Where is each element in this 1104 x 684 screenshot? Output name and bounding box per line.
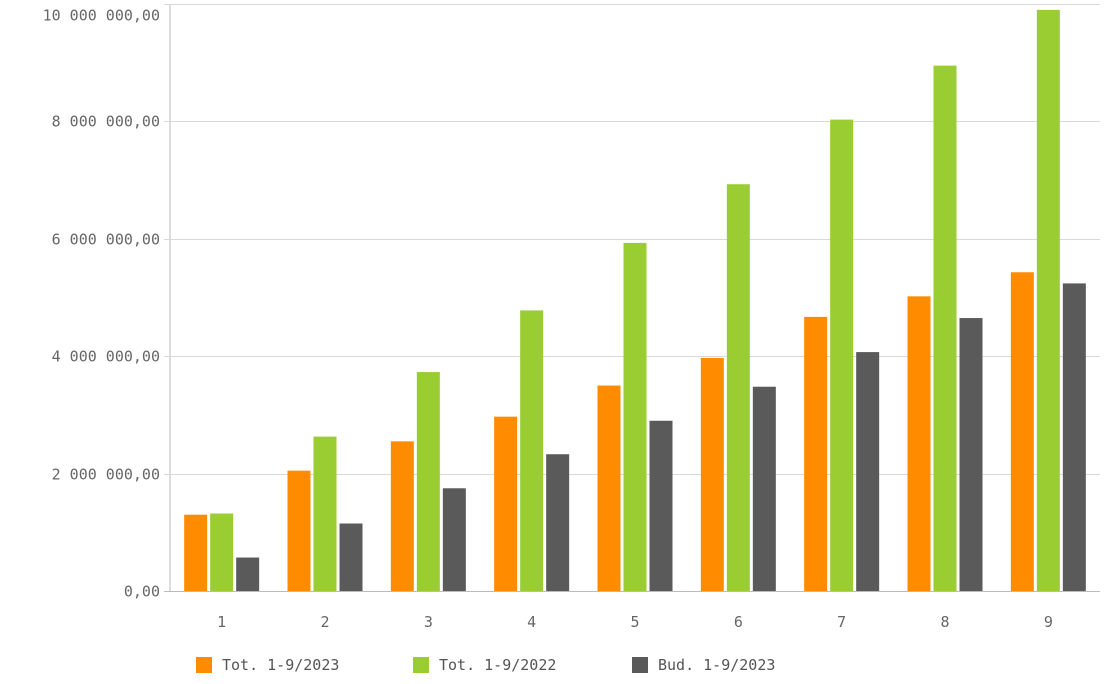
x-tick-label: 6: [734, 613, 743, 631]
bar-series-1-category-6[interactable]: [700, 357, 724, 591]
bar-series-1-category-4[interactable]: [494, 416, 518, 591]
legend-swatch: [196, 657, 212, 673]
y-tick-label: 4 000 000,00: [52, 348, 160, 366]
x-tick-label: 5: [630, 613, 639, 631]
bar-series-3-category-3[interactable]: [442, 488, 466, 591]
legend-label: Tot. 1-9/2022: [439, 656, 557, 674]
bar-series-1-category-9[interactable]: [1010, 272, 1034, 591]
legend-swatch: [413, 657, 429, 673]
x-tick-label: 2: [320, 613, 329, 631]
bar-series-3-category-2[interactable]: [339, 523, 363, 591]
bar-series-3-category-1[interactable]: [236, 557, 260, 591]
bar-series-2-category-2[interactable]: [313, 436, 337, 591]
x-tick-label: 8: [940, 613, 949, 631]
bar-series-2-category-7[interactable]: [830, 119, 854, 591]
bar-series-2-category-5[interactable]: [623, 242, 647, 591]
bar-series-2-category-4[interactable]: [520, 310, 544, 591]
x-tick-label: 3: [424, 613, 433, 631]
legend-item[interactable]: Tot. 1-9/2023: [196, 656, 339, 674]
bar-series-3-category-5[interactable]: [649, 420, 673, 591]
x-tick-label: 9: [1044, 613, 1053, 631]
bar-series-3-category-9[interactable]: [1062, 283, 1086, 591]
bar-series-2-category-9[interactable]: [1036, 9, 1060, 592]
y-tick-label: 6 000 000,00: [52, 231, 160, 249]
legend-item[interactable]: Bud. 1-9/2023: [632, 656, 775, 674]
bar-series-1-category-3[interactable]: [390, 441, 414, 591]
x-tick-label: 4: [527, 613, 536, 631]
x-tick-label: 1: [217, 613, 226, 631]
bar-series-2-category-8[interactable]: [933, 65, 957, 591]
bar-series-3-category-4[interactable]: [546, 454, 570, 591]
bar-series-2-category-3[interactable]: [416, 372, 440, 591]
legend-swatch: [632, 657, 648, 673]
bar-series-1-category-2[interactable]: [287, 470, 311, 591]
legend-item[interactable]: Tot. 1-9/2022: [413, 656, 556, 674]
bar-series-1-category-7[interactable]: [804, 316, 828, 591]
y-tick-label: 10 000 000,00: [43, 7, 160, 25]
bar-series-1-category-1[interactable]: [184, 514, 208, 591]
legend: Tot. 1-9/2023 Tot. 1-9/2022 Bud. 1-9/2023: [0, 648, 1104, 684]
bar-series-3-category-7[interactable]: [856, 352, 880, 591]
y-tick-label: 8 000 000,00: [52, 113, 160, 131]
bar-series-1-category-5[interactable]: [597, 385, 621, 591]
bar-series-1-category-8[interactable]: [907, 296, 931, 591]
x-axis-tick-labels: 1 2 3 4 5 6 7 8 9: [217, 613, 1053, 631]
legend-label: Bud. 1-9/2023: [658, 656, 776, 674]
y-tick-label: 0,00: [124, 583, 160, 601]
bar-series-3-category-8[interactable]: [959, 318, 983, 591]
legend-label: Tot. 1-9/2023: [222, 656, 340, 674]
y-axis-tick-labels: 0,00 2 000 000,00 4 000 000,00 6 000 000,00…: [43, 7, 160, 601]
x-tick-label: 7: [837, 613, 846, 631]
bar-series-2-category-6[interactable]: [726, 184, 750, 592]
bars: [184, 9, 1086, 592]
bar-series-2-category-1[interactable]: [210, 513, 234, 591]
y-tick-label: 2 000 000,00: [52, 466, 160, 484]
bar-series-3-category-6[interactable]: [752, 386, 776, 591]
